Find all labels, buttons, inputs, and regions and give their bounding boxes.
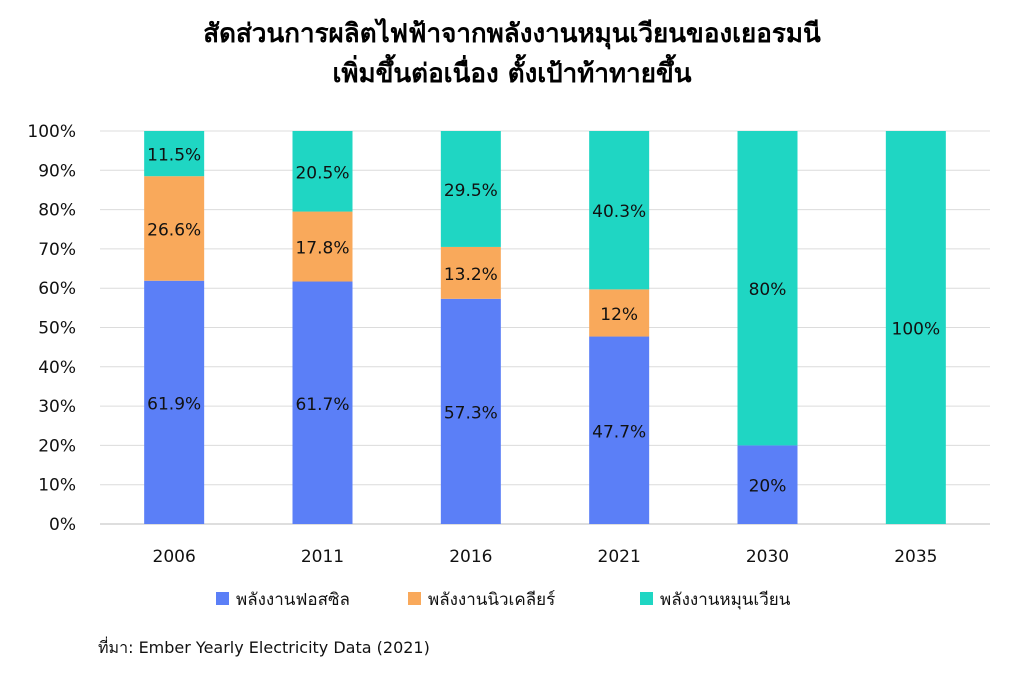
legend-label: พลังงานฟอสซิล (236, 590, 350, 610)
y-tick-label: 60% (38, 279, 76, 299)
y-tick-label: 40% (38, 358, 76, 378)
x-tick-label: 2030 (746, 547, 789, 567)
y-tick-label: 30% (38, 397, 76, 417)
chart-title-line-1: สัดส่วนการผลิตไฟฟ้าจากพลังงานหมุนเวียนขอ… (203, 19, 821, 49)
y-tick-label: 70% (38, 240, 76, 260)
x-tick-label: 2006 (153, 547, 196, 567)
bar-segment (737, 445, 798, 524)
bar-segment (144, 176, 205, 281)
bar-segment (292, 281, 353, 524)
data-label: 47.7% (592, 422, 646, 442)
bar-segment (589, 289, 650, 337)
source-note: ที่มา: Ember Yearly Electricity Data (20… (98, 636, 430, 661)
y-tick-label: 0% (49, 515, 76, 535)
bar-segment (440, 298, 501, 524)
data-label: 40.3% (592, 202, 646, 222)
legend-swatch (408, 592, 421, 605)
y-tick-label: 10% (38, 476, 76, 496)
legend-label: พลังงานหมุนเวียน (660, 590, 791, 610)
bar-segment (292, 131, 353, 212)
y-tick-label: 50% (38, 319, 76, 339)
bar-segment (144, 280, 205, 524)
bar-segment (440, 131, 501, 247)
data-label: 100% (892, 320, 941, 340)
bar-segment (440, 246, 501, 299)
source-label: ที่มา: (98, 638, 134, 657)
data-label: 29.5% (444, 181, 498, 201)
data-label: 57.3% (444, 403, 498, 423)
chart-title: สัดส่วนการผลิตไฟฟ้าจากพลังงานหมุนเวียนขอ… (0, 14, 1024, 94)
x-tick-label: 2016 (449, 547, 492, 567)
bar-segment (589, 336, 650, 524)
y-tick-label: 80% (38, 201, 76, 221)
x-tick-label: 2011 (301, 547, 344, 567)
source-text: Ember Yearly Electricity Data (2021) (138, 638, 430, 657)
bar-segment (737, 131, 798, 446)
chart-title-line-2: เพิ่มขึ้นต่อเนื่อง ตั้งเป้าท้าทายขึ้น (332, 59, 692, 89)
data-label: 12% (600, 305, 638, 325)
y-tick-label: 100% (27, 122, 76, 142)
x-tick-label: 2021 (598, 547, 641, 567)
bar-segment (144, 131, 205, 177)
bar-segment (292, 211, 353, 282)
data-label: 80% (749, 280, 787, 300)
legend-swatch (216, 592, 229, 605)
data-label: 61.9% (147, 394, 201, 414)
y-tick-label: 20% (38, 436, 76, 456)
bar-segment (589, 131, 650, 290)
data-label: 26.6% (147, 220, 201, 240)
x-tick-label: 2035 (894, 547, 937, 567)
data-label: 13.2% (444, 265, 498, 285)
data-label: 20.5% (295, 163, 349, 183)
data-label: 11.5% (147, 146, 201, 166)
data-label: 17.8% (295, 239, 349, 259)
data-label: 61.7% (295, 395, 349, 415)
data-label: 20% (749, 477, 787, 497)
y-tick-label: 90% (38, 161, 76, 181)
bar-segment (885, 131, 946, 524)
legend-label: พลังงานนิวเคลียร์ (428, 590, 555, 610)
legend-swatch (640, 592, 653, 605)
